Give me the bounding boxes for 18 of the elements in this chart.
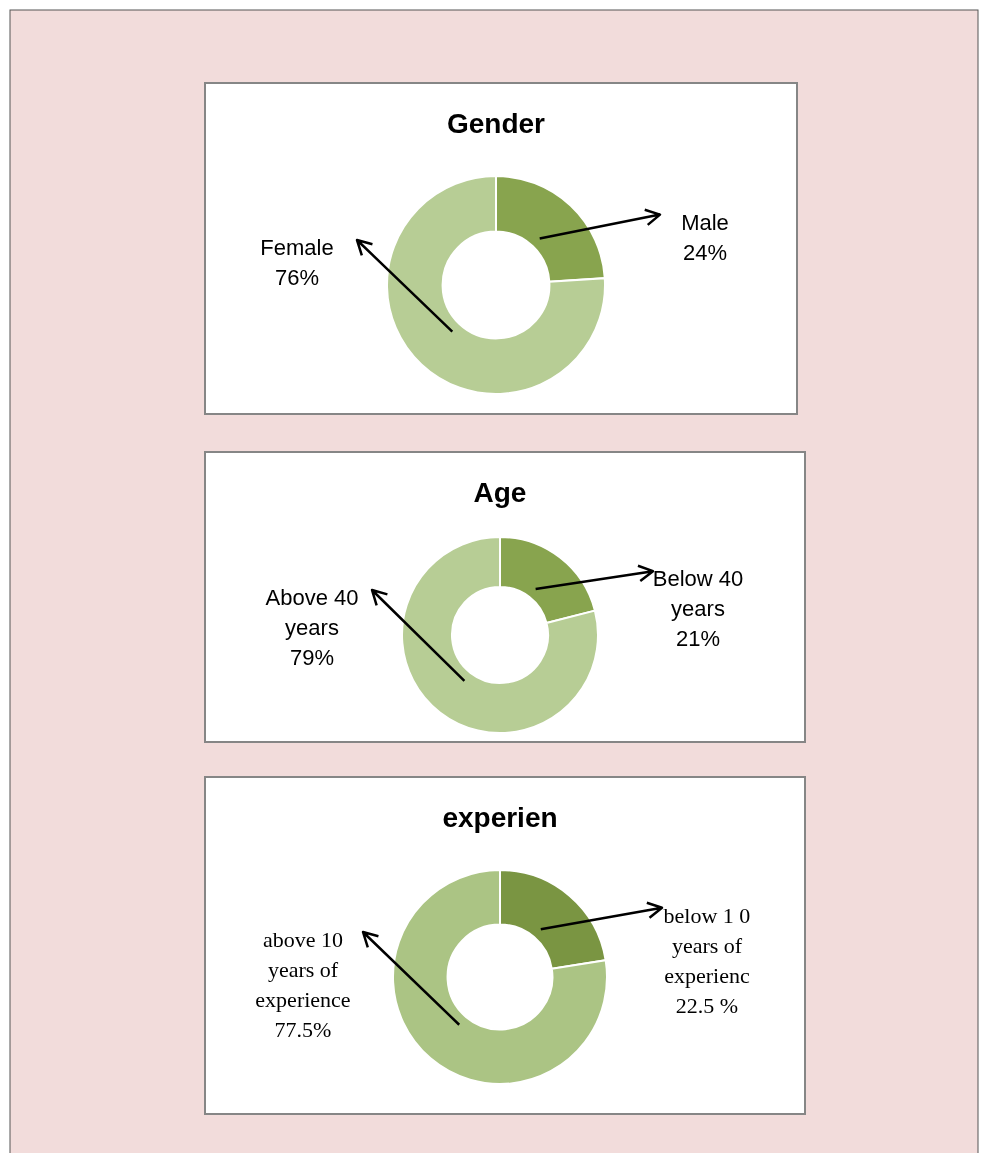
data-label: 76% <box>274 265 320 290</box>
slice-label: Female <box>260 235 334 260</box>
donut-slice <box>386 175 606 395</box>
slice-label: below 1 0 years of experienc <box>663 902 751 988</box>
slice-label: Above 40 years <box>265 585 359 640</box>
donut-slice <box>401 536 599 734</box>
chart-title: Age <box>473 477 527 508</box>
data-label: 22.5 % <box>675 992 739 1018</box>
slice-label: Male <box>681 209 729 235</box>
slice-label: above 10 years of experience <box>255 927 351 1012</box>
chart-title: experien <box>442 802 558 833</box>
donut-slice <box>392 869 608 1085</box>
data-label: 24% <box>682 239 728 265</box>
data-label: 77.5% <box>274 1017 332 1042</box>
data-label: 79% <box>289 645 335 670</box>
slice-label: Below 40 years <box>652 566 744 622</box>
chart-title: Gender <box>446 108 546 139</box>
data-label: 21% <box>675 626 721 652</box>
